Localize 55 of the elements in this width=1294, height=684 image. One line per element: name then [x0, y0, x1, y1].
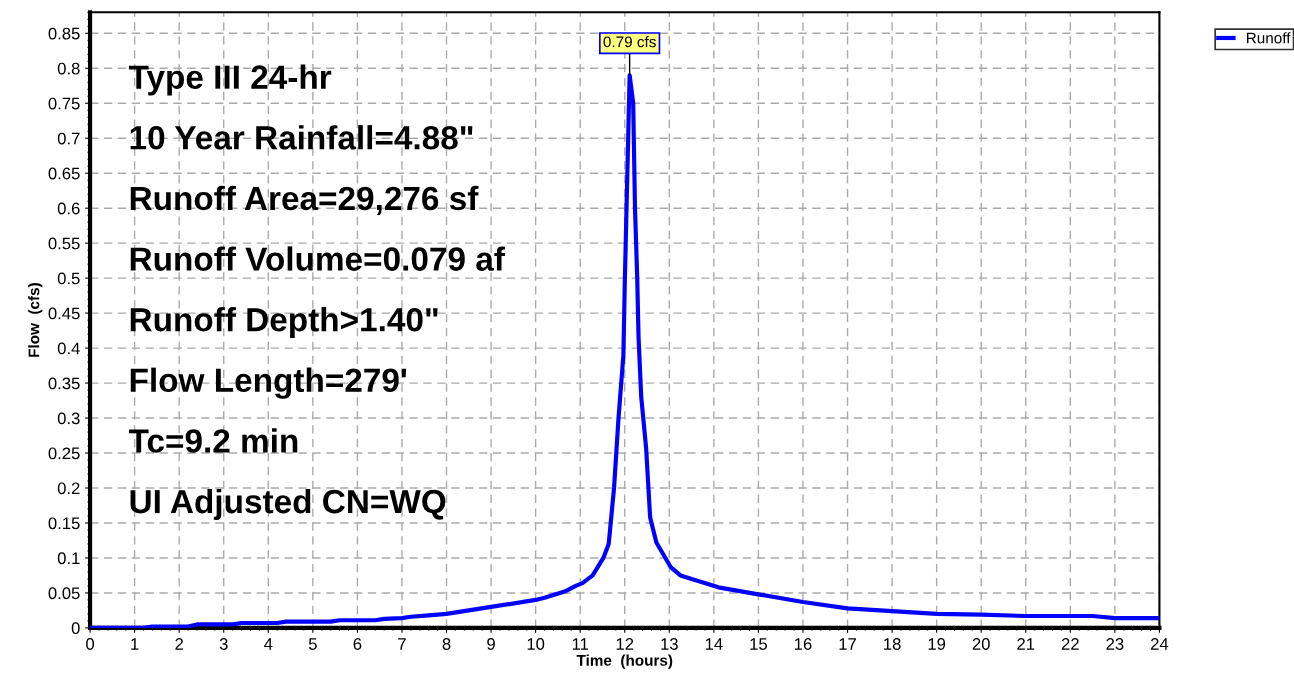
annotation: UI Adjusted CN=WQ: [130, 488, 446, 521]
x-tick-label: 0: [86, 638, 95, 650]
y-tick-label: 0.65: [48, 167, 80, 180]
x-tick-label: 6: [353, 638, 362, 650]
x-tick-label: 18: [884, 638, 901, 650]
y-tick-label: 0.5: [57, 272, 80, 285]
y-tick-label: 0: [71, 622, 80, 635]
x-tick-label: 1: [131, 638, 139, 650]
y-tick-label: 0.55: [48, 237, 80, 250]
annotation: Tc=9.2 min: [128, 428, 298, 453]
x-tick-label: 4: [264, 638, 273, 650]
x-tick-label: 24: [1150, 638, 1169, 650]
y-tick-label: 0.7: [57, 132, 80, 145]
y-tick-label: 0.6: [57, 202, 80, 215]
x-tick-label: 2: [175, 638, 183, 650]
x-tick-label: 23: [1106, 638, 1124, 650]
y-tick-label: 0.45: [48, 307, 80, 320]
annotation: Runoff Area=29,276 sf: [130, 185, 479, 216]
x-tick-label: 19: [928, 638, 946, 650]
x-tick-label: 16: [794, 638, 812, 650]
x-tick-label: 20: [972, 638, 990, 650]
y-tick-label: 0.25: [48, 447, 80, 460]
x-tick-label: 22: [1061, 638, 1079, 650]
legend-label: Runoff: [1246, 32, 1291, 44]
x-tick-label: 21: [1017, 638, 1035, 650]
x-tick-label: 9: [487, 638, 495, 650]
x-tick-label: 15: [750, 638, 767, 650]
annotation: 0.79 cfs: [603, 36, 656, 48]
y-axis-title: Flow (cfs): [28, 283, 43, 357]
y-tick-label: 0.75: [48, 97, 80, 110]
y-tick-label: 0.15: [48, 517, 80, 530]
x-tick-label: 12: [616, 638, 634, 650]
y-tick-label: 0.3: [57, 412, 80, 425]
x-tick-label: 11: [572, 638, 589, 650]
y-tick-label: 0.35: [48, 377, 80, 390]
y-tick-label: 0.85: [48, 27, 80, 40]
y-tick-label: 0.4: [57, 342, 80, 355]
x-tick-label: 17: [839, 638, 856, 650]
y-tick-label: 0.05: [48, 587, 80, 600]
x-axis-title: Time (hours): [576, 654, 673, 669]
x-tick-label: 3: [219, 638, 228, 650]
x-tick-label: 7: [398, 638, 406, 650]
x-tick-label: 5: [308, 638, 317, 650]
annotation: Runoff Volume=0.079 af: [130, 246, 505, 271]
y-tick-label: 0.1: [57, 552, 80, 565]
x-tick-label: 8: [442, 638, 451, 650]
y-tick-label: 0.2: [57, 482, 80, 495]
x-tick-label: 10: [527, 638, 545, 650]
y-tick-label: 0.8: [57, 62, 80, 75]
annotation: 10 Year Rainfall=4.88": [130, 125, 473, 150]
annotation: Runoff Depth>1.40": [130, 307, 438, 339]
annotation: Flow Length=279': [130, 367, 407, 399]
annotation: Type III 24-hr: [128, 64, 332, 96]
x-tick-label: 13: [661, 638, 678, 650]
x-tick-label: 14: [705, 638, 723, 650]
